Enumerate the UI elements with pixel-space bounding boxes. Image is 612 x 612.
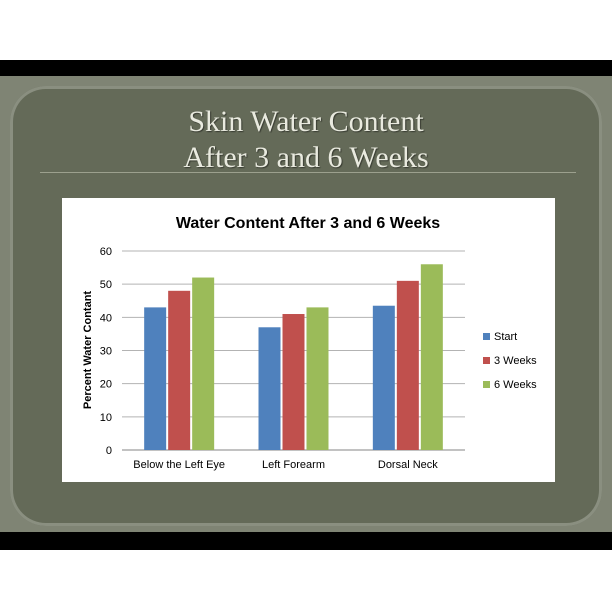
bar-6-weeks	[306, 307, 329, 450]
y-tick-label: 0	[106, 445, 112, 457]
y-tick-label: 20	[100, 379, 112, 391]
y-axis-label: Percent Water Contant	[82, 291, 94, 410]
chart-panel: Water Content After 3 and 6 Weeks Percen…	[62, 198, 555, 482]
legend-label: Start	[494, 331, 517, 343]
legend: Start 3 Weeks 6 Weeks	[483, 331, 537, 391]
y-tick-label: 30	[100, 346, 112, 358]
x-tick-label: Dorsal Neck	[378, 459, 438, 471]
slide-title-line-2: After 3 and 6 Weeks	[183, 141, 429, 174]
bar-start	[372, 305, 395, 450]
x-tick-label: Left Forearm	[262, 459, 325, 471]
y-tick-label: 10	[100, 412, 112, 424]
bars	[144, 264, 443, 450]
bar-3-weeks	[282, 314, 305, 450]
legend-swatch	[483, 381, 490, 388]
y-tick-label: 40	[100, 312, 112, 324]
bar-6-weeks	[192, 277, 215, 450]
x-tick-labels: Below the Left Eye Left Forearm Dorsal Nec…	[133, 459, 438, 471]
bar-3-weeks	[396, 280, 419, 450]
y-tick-label: 60	[100, 246, 112, 258]
slide-title-line-1: Skin Water Content	[188, 105, 424, 138]
bar-start	[144, 307, 167, 450]
slide-title: Skin Water Content After 3 and 6 Weeks	[40, 104, 572, 176]
x-tick-label: Below the Left Eye	[133, 459, 225, 471]
chart-title: Water Content After 3 and 6 Weeks	[176, 215, 440, 232]
bar-chart: Water Content After 3 and 6 Weeks Percen…	[82, 215, 537, 471]
y-tick-labels: 0 10 20 30 40 50 60	[100, 246, 112, 457]
bar-start	[258, 327, 281, 450]
bar-6-weeks	[420, 264, 443, 450]
letterbox-top	[0, 60, 612, 76]
legend-label: 3 Weeks	[494, 355, 537, 367]
letterbox-bottom	[0, 532, 612, 550]
title-divider	[40, 172, 576, 173]
legend-swatch	[483, 357, 490, 364]
bar-3-weeks	[168, 290, 191, 450]
legend-label: 6 Weeks	[494, 379, 537, 391]
y-tick-label: 50	[100, 279, 112, 291]
legend-swatch	[483, 333, 490, 340]
